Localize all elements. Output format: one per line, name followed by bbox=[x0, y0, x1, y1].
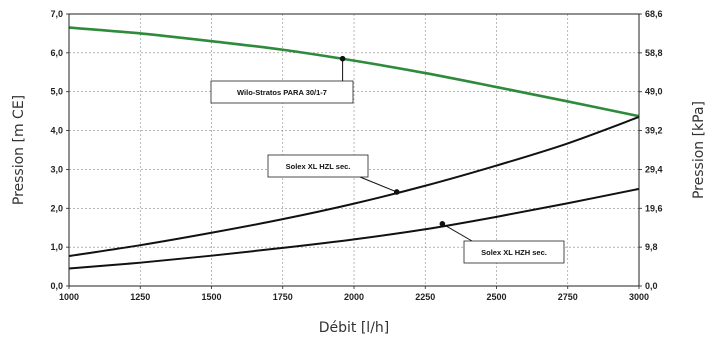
series-line-1 bbox=[68, 26, 640, 118]
callout-leader bbox=[359, 176, 397, 193]
x-tick-label: 2500 bbox=[486, 292, 506, 302]
series-marker bbox=[439, 221, 446, 227]
x-tick-label: 3000 bbox=[629, 292, 649, 302]
callout-box bbox=[267, 154, 369, 178]
y-tick-label: 2,0 bbox=[50, 203, 63, 213]
series-line-3 bbox=[68, 187, 640, 270]
y-tick-label: 0,0 bbox=[50, 281, 63, 291]
y-tick-label: 4,0 bbox=[50, 126, 63, 136]
plot-frame bbox=[68, 13, 640, 287]
y-tick-label: 3,0 bbox=[50, 164, 63, 174]
x-axis-title: Débit [l/h] bbox=[319, 320, 390, 336]
curve-callouts: Wilo-Stratos PARA 30/1-7 Solex XL HZL sec… bbox=[210, 55, 565, 264]
y-tick-label: 1,0 bbox=[50, 242, 63, 252]
series-label: Solex XL HZL sec. bbox=[286, 162, 351, 171]
curves bbox=[68, 26, 640, 270]
y2-axis-title: Pression [kPa] bbox=[691, 101, 707, 199]
x-tick-label: 1000 bbox=[59, 292, 79, 302]
callout-box bbox=[463, 240, 565, 264]
x-tick-label: 1250 bbox=[130, 292, 150, 302]
y2-tick-label: 0,0 bbox=[645, 281, 658, 291]
callout-leader bbox=[442, 223, 473, 242]
series-marker bbox=[393, 189, 400, 195]
series-marker bbox=[339, 55, 346, 62]
y2-tick-label: 9,8 bbox=[645, 242, 658, 252]
series-line-2 bbox=[68, 116, 640, 258]
y-tick-label: 7,0 bbox=[50, 9, 63, 19]
y2-tick-label: 58,8 bbox=[645, 48, 663, 58]
x-tick-label: 1750 bbox=[273, 292, 293, 302]
callout-box bbox=[210, 80, 354, 104]
y2-tick-label: 19,6 bbox=[645, 203, 663, 213]
y-tick-label: 6,0 bbox=[50, 48, 63, 58]
series-label: Wilo-Stratos PARA 30/1-7 bbox=[237, 88, 327, 97]
y2-tick-label: 68,6 bbox=[645, 9, 663, 19]
y2-tick-label: 29,4 bbox=[645, 164, 663, 174]
y2-tick-label: 39,2 bbox=[645, 126, 663, 136]
series-label: Solex XL HZH sec. bbox=[481, 248, 547, 257]
x-tick-label: 2750 bbox=[558, 292, 578, 302]
x-tick-label: 1500 bbox=[201, 292, 221, 302]
x-tick-label: 2000 bbox=[344, 292, 364, 302]
y2-tick-label: 49,0 bbox=[645, 87, 663, 97]
y-axis-title: Pression [m CE] bbox=[11, 95, 27, 205]
y-tick-label: 5,0 bbox=[50, 87, 63, 97]
x-tick-label: 2250 bbox=[415, 292, 435, 302]
